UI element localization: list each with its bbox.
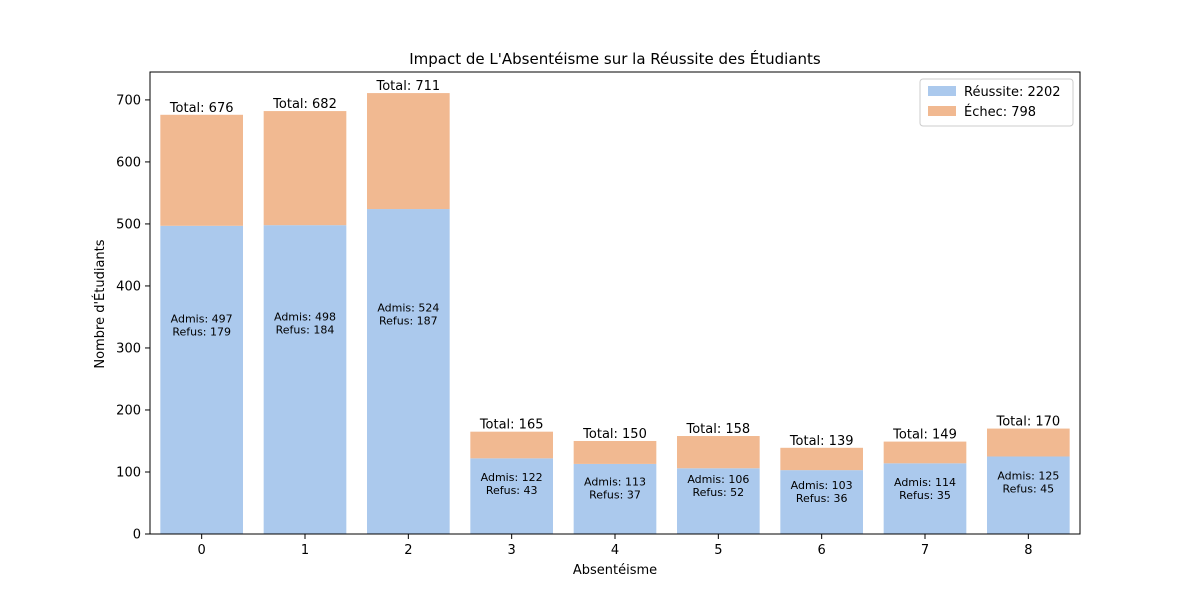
total-label-2: Total: 711 [375, 79, 440, 94]
x-tick-label-5: 5 [714, 543, 722, 558]
total-label-5: Total: 158 [685, 422, 750, 437]
refus-label-8: Refus: 45 [1002, 482, 1054, 495]
bar-echec-4 [573, 440, 657, 464]
admis-label-0: Admis: 497 [171, 312, 233, 325]
legend: Réussite: 2202 Échec: 798 [919, 78, 1074, 127]
y-axis-label: Nombre d'Étudiants [92, 239, 108, 368]
admis-label-2: Admis: 524 [377, 302, 439, 315]
x-tick-label-0: 0 [198, 543, 206, 558]
bar-reussite-4 [573, 463, 657, 534]
legend-label-1: Échec: 798 [964, 104, 1036, 120]
bar-echec-0 [160, 114, 243, 226]
admis-label-1: Admis: 498 [274, 311, 336, 324]
total-label-7: Total: 149 [892, 428, 957, 443]
bar-reussite-2 [367, 209, 450, 534]
x-tick-label-3: 3 [508, 543, 516, 558]
y-tick-label-200: 200 [116, 403, 141, 418]
legend-swatch-1 [928, 106, 956, 116]
bar-echec-3 [470, 431, 553, 459]
legend-box [919, 78, 1074, 127]
chart-title: Impact de L'Absentéisme sur la Réussite … [409, 49, 821, 68]
y-tick-label-400: 400 [116, 279, 141, 294]
admis-label-7: Admis: 114 [894, 476, 956, 489]
legend-swatch-0 [928, 86, 956, 96]
x-tick-label-1: 1 [301, 543, 309, 558]
refus-label-1: Refus: 184 [276, 324, 335, 337]
x-tick-label-6: 6 [818, 543, 826, 558]
admis-label-8: Admis: 125 [997, 469, 1059, 482]
refus-label-6: Refus: 36 [796, 492, 848, 505]
x-tick-label-8: 8 [1024, 543, 1032, 558]
bar-echec-2 [367, 93, 450, 210]
bar-reussite-8 [987, 456, 1070, 534]
y-tick-label-300: 300 [116, 341, 141, 356]
admis-label-6: Admis: 103 [791, 479, 853, 492]
bar-echec-8 [987, 428, 1070, 457]
refus-label-2: Refus: 187 [379, 315, 438, 328]
x-tick-label-4: 4 [611, 543, 619, 558]
y-tick-label-100: 100 [116, 465, 141, 480]
bar-reussite-1 [263, 225, 347, 534]
x-tick-label-7: 7 [921, 543, 929, 558]
admis-label-5: Admis: 106 [687, 473, 749, 486]
x-tick-label-2: 2 [404, 543, 412, 558]
y-tick-label-0: 0 [133, 528, 141, 543]
bar-echec-5 [677, 436, 760, 469]
legend-label-0: Réussite: 2202 [964, 85, 1061, 100]
bar-echec-1 [263, 111, 347, 226]
y-tick-label-700: 700 [116, 93, 141, 108]
plot-frame [149, 71, 1081, 535]
total-label-8: Total: 170 [995, 415, 1060, 430]
x-axis-label: Absentéisme [573, 563, 657, 578]
bar-echec-7 [883, 441, 967, 464]
refus-label-7: Refus: 35 [899, 489, 951, 502]
admis-label-4: Admis: 113 [584, 475, 646, 488]
total-label-4: Total: 150 [582, 427, 647, 442]
bar-reussite-3 [470, 458, 553, 534]
bar-reussite-6 [780, 470, 863, 534]
total-label-3: Total: 165 [479, 418, 544, 433]
y-tick-label-500: 500 [116, 217, 141, 232]
refus-label-3: Refus: 43 [486, 484, 538, 497]
admis-label-3: Admis: 122 [481, 471, 543, 484]
bar-echec-6 [780, 447, 863, 471]
bar-reussite-0 [160, 225, 243, 535]
total-label-6: Total: 139 [789, 434, 854, 449]
bar-reussite-7 [883, 463, 967, 534]
bar-reussite-5 [677, 468, 760, 534]
total-label-0: Total: 676 [169, 101, 234, 116]
refus-label-0: Refus: 179 [172, 325, 231, 338]
refus-label-4: Refus: 37 [589, 488, 641, 501]
refus-label-5: Refus: 52 [692, 486, 744, 499]
total-label-1: Total: 682 [272, 97, 337, 112]
y-tick-label-600: 600 [116, 155, 141, 170]
